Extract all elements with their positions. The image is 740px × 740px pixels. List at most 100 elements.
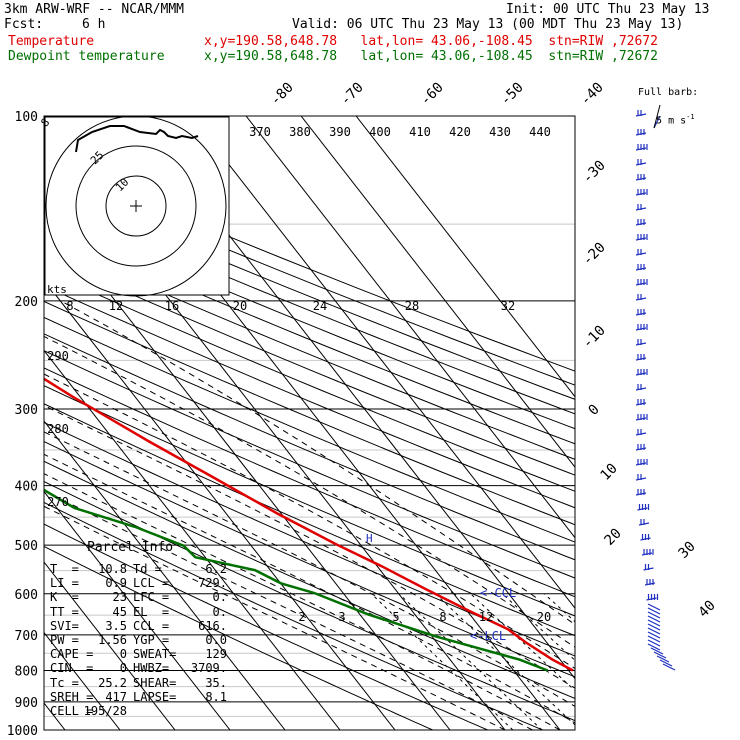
pressure-label: 900 [15,696,38,711]
moist-adiabat-line [44,453,575,724]
theta-label: 270 [47,495,69,509]
dry-adiabat-line [44,316,575,543]
wind-barb-staff [647,623,661,631]
wind-barb-staff [647,615,661,623]
pressure-label: 500 [15,539,38,554]
wind-barb [635,294,647,301]
hodograph-speed-label: 8 [66,299,73,313]
pressure-label: 300 [15,403,38,418]
parcel-info-key: PW = [50,633,79,647]
parcel-info-value: 10.8 [98,562,127,576]
theta-label: 410 [409,125,431,139]
parcel-info-value: 417 [105,689,127,704]
dry-adiabat-line [44,269,575,492]
wind-barb [635,384,647,391]
wind-barb [635,414,648,421]
hodograph-speed-label: 28 [405,299,419,313]
wind-barb [635,234,648,241]
temperature-legend-label: Temperature [8,34,95,49]
dry-adiabat-line [44,211,575,430]
hodograph-speed-label: 12 [109,299,123,313]
wind-barb-staff [656,655,670,663]
wind-barb-staff [647,643,661,651]
mixing-ratio-line [398,593,543,730]
dry-adiabat-line [44,367,575,598]
wind-barb-staff [650,647,664,655]
wind-barb [635,174,647,181]
parcel-info-key: SVI= [50,618,79,633]
wind-key-speed: 5 m s [656,115,687,127]
isotherm-line [44,490,231,730]
dry-adiabat-line [44,481,575,722]
parcel-info-value: 129 [205,647,227,662]
parcel-info-value: 195/28 [83,704,127,718]
pressure-label: 200 [15,295,38,310]
wind-barb [644,579,656,586]
dry-adiabat-line [44,350,575,579]
isotherm-label: -20 [580,240,609,269]
isotherm-line [0,116,10,730]
isotherm-line [44,279,396,730]
theta-label: 290 [47,349,69,363]
dry-adiabat-line [44,501,543,730]
wind-barb-staff [653,651,667,659]
wind-barb-staff [647,603,661,611]
mixing-ratio-label: 12 [479,610,493,624]
isotherm-label: 20 [602,526,625,549]
wind-barb-staff [647,619,661,627]
theta-label: 440 [529,125,551,139]
wind-barb [635,444,647,451]
wind-barb [646,594,659,601]
wind-barb [635,429,647,436]
dry-adiabat-line [44,300,575,526]
plot-frame [43,115,576,731]
wind-barb [635,204,647,211]
wind-key-value: 5 m s-1 [644,96,695,128]
wind-barb [635,249,647,256]
hodograph-trace [75,125,199,153]
moist-adiabat-line [44,490,533,730]
parcel-info-value: 8.1 [205,689,227,704]
mixing-ratio-label: 5 [392,610,399,624]
dry-adiabat-line [44,421,575,657]
pressure-label: 800 [15,664,38,679]
wind-barb [635,354,647,361]
parcel-info-value: 0 [119,661,127,676]
parcel-info-value: 35. [205,675,227,690]
dry-adiabat-line [44,171,575,386]
mixing-ratio-line [543,593,575,623]
isotherm-label: 10 [598,461,621,484]
isotherm-label: -60 [418,80,447,109]
isotherm-label: -70 [338,80,367,109]
wind-barb [635,264,647,271]
parcel-info-key: Tc = [50,675,79,690]
dry-adiabat-line [44,225,575,445]
isotherm-label: 0 [586,402,603,419]
isotherm-line [355,116,575,398]
mixing-ratio-label: 2 [298,610,305,624]
parcel-info-key: LI = [50,576,79,591]
wind-barb [635,159,647,166]
parcel-info-key: HWBZ= [133,661,170,676]
h-marker: H [366,532,373,545]
parcel-info-value: 616. [198,618,227,633]
ccl-marker: <-CCL [480,586,516,600]
dry-adiabat-line [44,403,575,637]
theta-label: 380 [289,125,311,139]
wind-barb [638,519,650,526]
parcel-info-key: LAPSE= [133,689,177,704]
pressure-label: 600 [15,588,38,603]
dry-adiabat-line [44,333,575,561]
mixing-ratio-label: 8 [439,610,446,624]
wind-key-title: Full barb: [638,87,699,98]
wind-barb [635,459,648,466]
dewpoint-legend-label: Dewpoint temperature [8,49,165,64]
parcel-info-value: 729. [198,576,227,591]
isotherm-label: -80 [268,80,297,109]
wind-barb [641,549,654,556]
wind-barb [635,129,647,136]
wind-barb [635,219,647,226]
mixing-ratio-label: 20 [537,610,551,624]
